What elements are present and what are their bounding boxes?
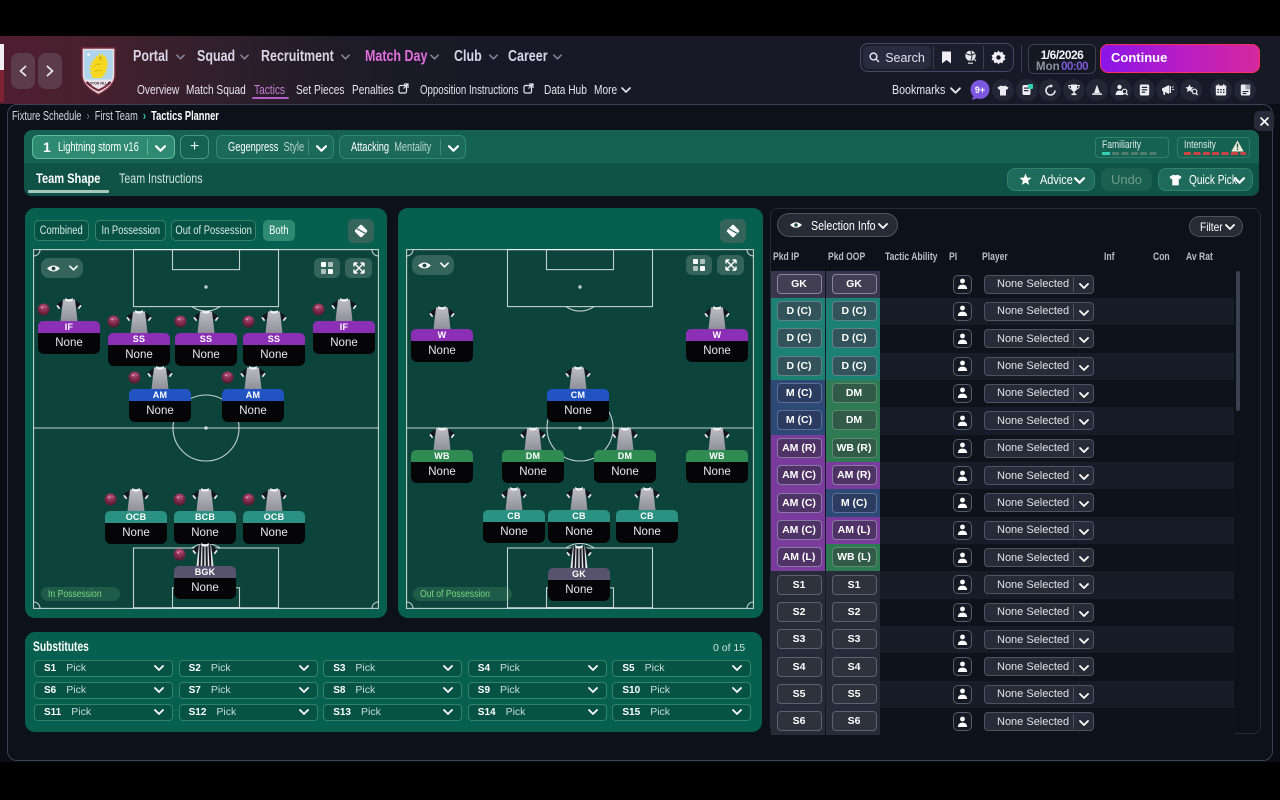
svg-text:ASTON VILLA: ASTON VILLA <box>87 82 110 86</box>
svg-text:9+: 9+ <box>975 85 985 95</box>
